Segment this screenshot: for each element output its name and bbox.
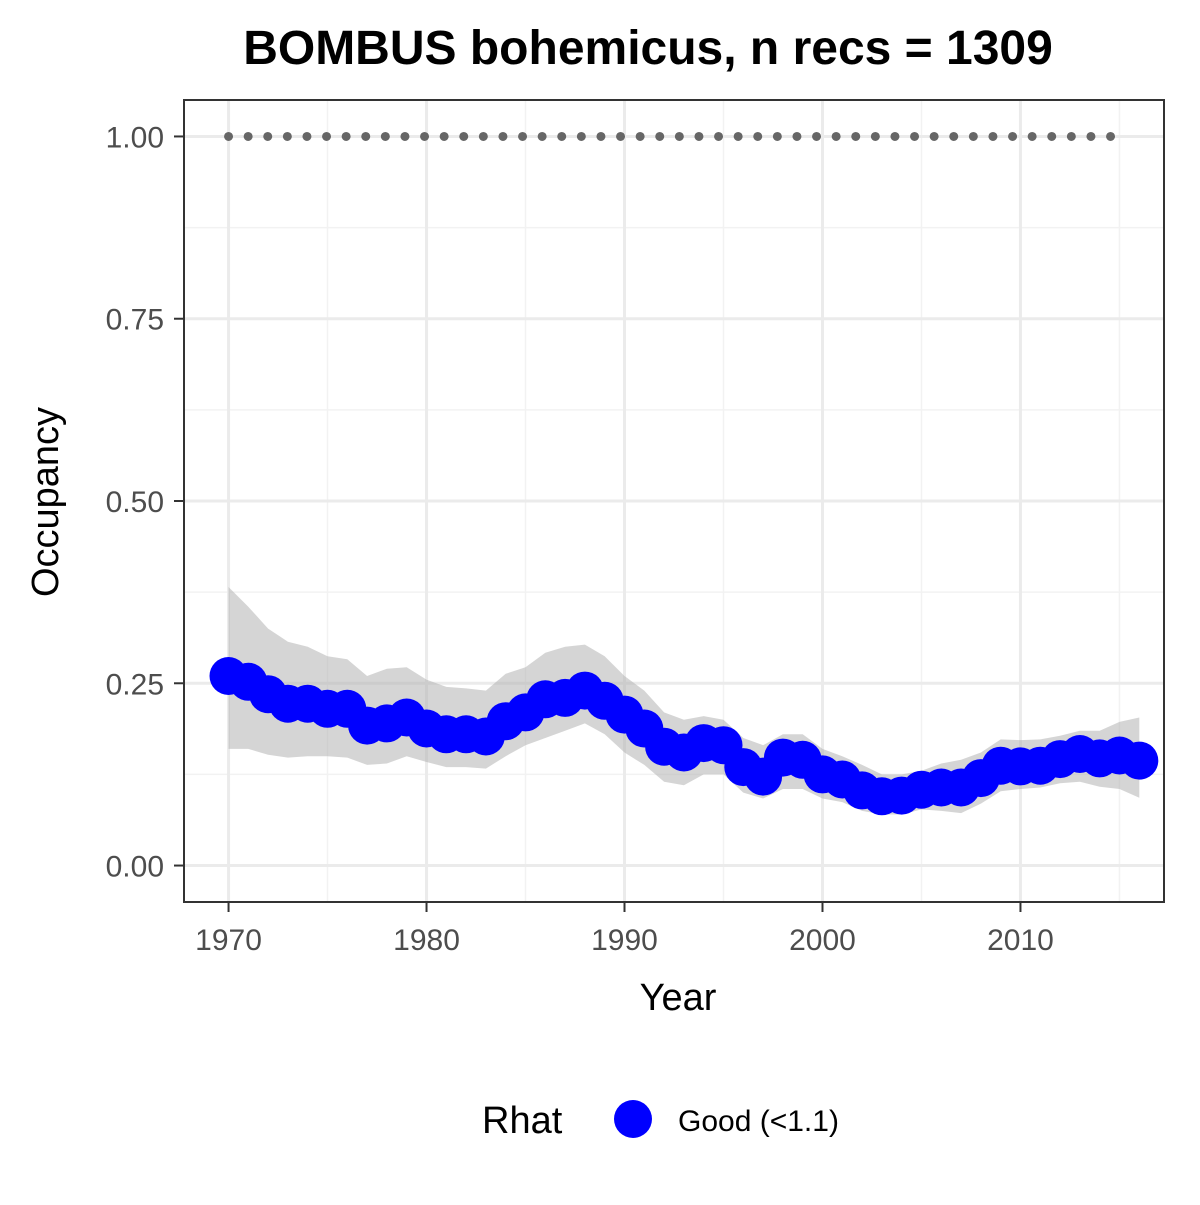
x-tick-label: 1980 [393, 924, 460, 957]
y-tick-label: 0.50 [106, 486, 164, 519]
legend-title: Rhat [482, 1100, 563, 1142]
legend-label-good: Good (<1.1) [678, 1105, 839, 1138]
y-tick-label: 0.75 [106, 304, 164, 337]
confidence-ribbon [228, 587, 1140, 815]
occupancy-point [1120, 741, 1159, 780]
confidence-ribbon-layer [228, 587, 1140, 815]
x-axis-title: Year [640, 977, 717, 1019]
y-axis-title: Occupancy [25, 407, 67, 597]
x-tick-label: 2000 [789, 924, 856, 957]
axis-ticks: 1970 1980 1990 2000 2010 0.00 0.25 0.50 0.75 1.00 [106, 121, 1054, 957]
occupancy-points-layer [209, 657, 1159, 816]
x-tick-label: 1990 [591, 924, 658, 957]
x-tick-label: 1970 [195, 924, 262, 957]
grid-lines [184, 100, 1164, 902]
legend: Rhat Good (<1.1) [482, 1100, 839, 1142]
x-tick-label: 2010 [987, 924, 1054, 957]
chart-title: BOMBUS bohemicus, n recs = 1309 [243, 22, 1053, 75]
y-tick-label: 0.00 [106, 851, 164, 884]
y-tick-label: 1.00 [106, 121, 164, 154]
y-tick-label: 0.25 [106, 668, 164, 701]
legend-key-good [614, 1100, 652, 1138]
